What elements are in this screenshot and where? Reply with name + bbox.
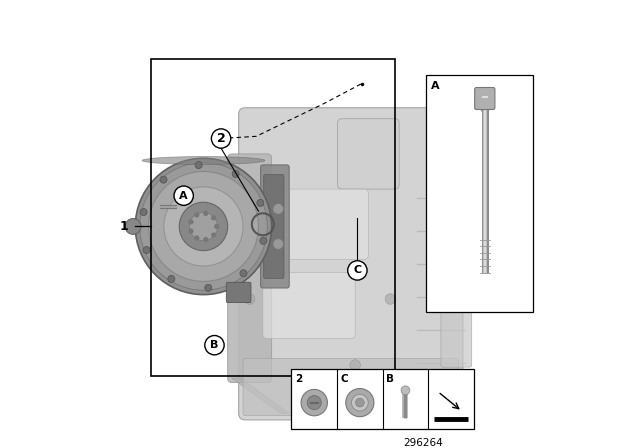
FancyBboxPatch shape bbox=[239, 108, 463, 420]
FancyBboxPatch shape bbox=[227, 282, 251, 302]
Text: C: C bbox=[340, 374, 348, 384]
Circle shape bbox=[195, 162, 202, 168]
FancyBboxPatch shape bbox=[264, 175, 284, 278]
FancyBboxPatch shape bbox=[263, 189, 369, 259]
FancyBboxPatch shape bbox=[475, 87, 495, 109]
Circle shape bbox=[168, 276, 175, 283]
Circle shape bbox=[143, 246, 150, 254]
FancyBboxPatch shape bbox=[228, 154, 271, 383]
FancyBboxPatch shape bbox=[337, 119, 399, 189]
Circle shape bbox=[307, 396, 321, 409]
Bar bbox=[291, 369, 474, 429]
Polygon shape bbox=[232, 378, 289, 414]
Circle shape bbox=[273, 203, 284, 214]
Bar bbox=[150, 60, 395, 376]
Circle shape bbox=[189, 212, 218, 241]
Circle shape bbox=[260, 237, 267, 244]
Circle shape bbox=[346, 388, 374, 417]
FancyBboxPatch shape bbox=[260, 165, 289, 288]
Text: 2: 2 bbox=[295, 374, 302, 384]
Text: 296264: 296264 bbox=[403, 438, 443, 448]
Circle shape bbox=[273, 239, 284, 250]
Circle shape bbox=[203, 237, 209, 242]
Circle shape bbox=[350, 360, 360, 370]
Circle shape bbox=[203, 211, 209, 216]
Circle shape bbox=[211, 215, 216, 220]
Circle shape bbox=[140, 163, 268, 290]
Circle shape bbox=[174, 186, 193, 205]
Circle shape bbox=[214, 224, 220, 229]
Circle shape bbox=[148, 172, 259, 281]
Circle shape bbox=[194, 235, 200, 241]
Circle shape bbox=[351, 394, 368, 411]
FancyBboxPatch shape bbox=[441, 178, 472, 367]
Text: A: A bbox=[179, 191, 188, 201]
FancyBboxPatch shape bbox=[243, 358, 458, 416]
Circle shape bbox=[205, 336, 224, 355]
Circle shape bbox=[194, 212, 200, 218]
Circle shape bbox=[188, 228, 194, 234]
Text: 1: 1 bbox=[120, 220, 129, 233]
Circle shape bbox=[205, 284, 212, 291]
Ellipse shape bbox=[142, 156, 265, 164]
Circle shape bbox=[160, 176, 167, 183]
Circle shape bbox=[301, 389, 328, 416]
Circle shape bbox=[355, 398, 364, 407]
Circle shape bbox=[232, 170, 239, 177]
Circle shape bbox=[257, 199, 264, 207]
Circle shape bbox=[164, 187, 243, 266]
Circle shape bbox=[188, 219, 194, 224]
Circle shape bbox=[140, 209, 147, 215]
Bar bbox=[426, 75, 533, 312]
Circle shape bbox=[240, 270, 247, 277]
Circle shape bbox=[244, 294, 255, 304]
Circle shape bbox=[385, 294, 396, 304]
Circle shape bbox=[135, 158, 271, 295]
Circle shape bbox=[125, 219, 141, 234]
Circle shape bbox=[211, 233, 216, 237]
FancyBboxPatch shape bbox=[263, 273, 355, 339]
Circle shape bbox=[211, 129, 231, 148]
Circle shape bbox=[401, 386, 410, 395]
Circle shape bbox=[179, 202, 228, 250]
Text: A: A bbox=[431, 82, 440, 91]
Text: C: C bbox=[353, 265, 362, 276]
Circle shape bbox=[348, 261, 367, 280]
Text: 2: 2 bbox=[217, 132, 225, 145]
Text: B: B bbox=[211, 340, 219, 350]
Text: B: B bbox=[386, 374, 394, 384]
Circle shape bbox=[244, 206, 255, 216]
